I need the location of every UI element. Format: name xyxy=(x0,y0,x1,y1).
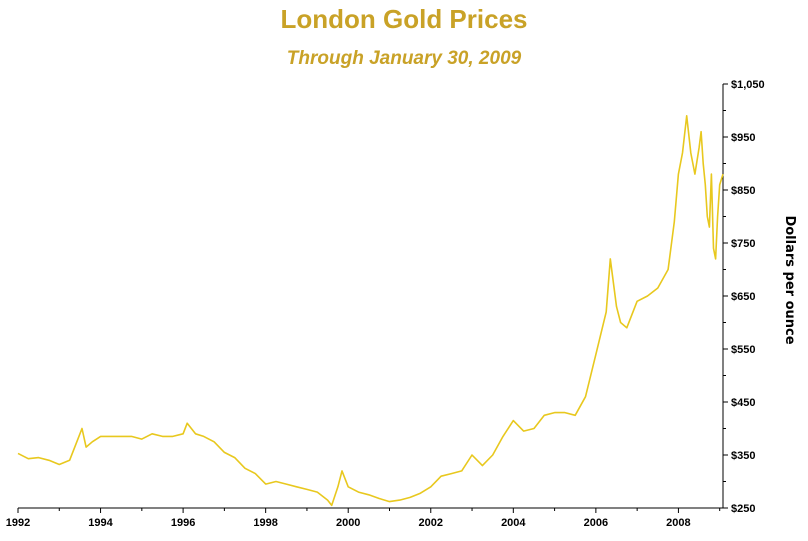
chart-title: London Gold Prices xyxy=(280,4,528,34)
x-tick-label: 1994 xyxy=(88,517,113,529)
x-tick-label: 1996 xyxy=(171,517,195,529)
y-tick-label: $650 xyxy=(731,291,755,303)
chart-subtitle: Through January 30, 2009 xyxy=(286,48,522,69)
y-tick-label: $1,050 xyxy=(731,79,765,91)
gold-price-line xyxy=(17,115,724,507)
x-tick-label: 2004 xyxy=(501,517,526,529)
x-tick-label: 2000 xyxy=(336,517,360,529)
y-tick-label: $850 xyxy=(731,185,755,197)
x-tick-label: 2006 xyxy=(584,517,608,529)
y-tick-label: $550 xyxy=(731,344,755,356)
y-tick-label: $450 xyxy=(731,397,755,409)
y-tick-label: $950 xyxy=(731,132,755,144)
y-axis-label: Dollars per ounce xyxy=(782,215,797,344)
x-tick-label: 1998 xyxy=(253,517,277,529)
x-tick-label: 2008 xyxy=(666,517,690,529)
x-tick-label: 1992 xyxy=(6,517,30,529)
y-tick-label: $350 xyxy=(731,450,755,462)
y-tick-label: $750 xyxy=(731,238,755,250)
x-tick-label: 2002 xyxy=(419,517,443,529)
y-tick-label: $250 xyxy=(731,503,755,515)
